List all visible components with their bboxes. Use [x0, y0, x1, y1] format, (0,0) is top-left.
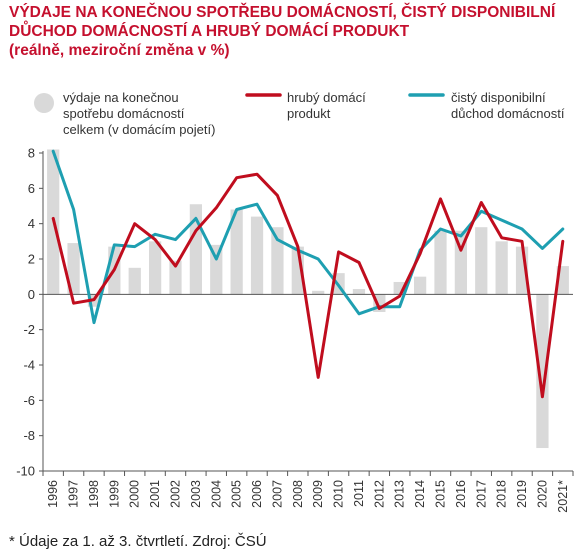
series-lines [51, 149, 565, 399]
x-tick-label: 2017 [474, 480, 488, 508]
bar-2001 [149, 241, 162, 295]
x-tick-label: 2001 [148, 480, 162, 508]
y-tick-label: 6 [28, 181, 35, 196]
y-tick-label: -10 [16, 464, 35, 479]
axes [39, 151, 574, 476]
bar-2006 [250, 216, 264, 295]
x-tick-label: 2021* [556, 480, 570, 513]
y-tick-label: -8 [23, 428, 35, 443]
bar-2004 [210, 244, 223, 295]
x-tick-label: 2002 [169, 480, 183, 508]
y-tick-label: -4 [23, 358, 35, 373]
x-tick-label: 2016 [454, 480, 468, 508]
legend-swatch-consumption [34, 93, 54, 113]
x-tick-label: 2019 [515, 480, 529, 508]
y-tick-label: 2 [28, 252, 35, 267]
chart-title-line-1: VÝDAJE NA KONEČNOU SPOTŘEBU DOMÁCNOSTÍ, … [9, 4, 556, 21]
chart-title: VÝDAJE NA KONEČNOU SPOTŘEBU DOMÁCNOSTÍ, … [9, 3, 584, 60]
bar-2020 [536, 294, 549, 449]
bar-2017 [475, 227, 488, 295]
tick-labels: -10 -8 -6 -4 -2 0 2 4 6 8 1996 1997 1998 1999 2000 2001… [16, 146, 570, 513]
y-tick-label: 4 [28, 216, 35, 231]
x-tick-label: 2012 [372, 480, 386, 508]
chart-subtitle: (reálně, meziroční změna v %) [9, 42, 230, 59]
y-tick-label: -2 [23, 322, 35, 337]
bar-2007 [271, 227, 284, 295]
legend-label-gdp: produkt [287, 106, 331, 121]
x-tick-label: 2015 [434, 480, 448, 508]
y-tick-label: 8 [28, 146, 35, 161]
bar-2009 [312, 290, 325, 295]
consumption-bars [47, 149, 569, 449]
x-tick-label: 2006 [250, 480, 264, 508]
legend-label-consumption: spotřebu domácností [63, 106, 185, 121]
x-tick-label: 2013 [393, 480, 407, 508]
x-tick-label: 1996 [46, 480, 60, 508]
bar-1997 [67, 243, 80, 295]
x-tick-label: 1998 [87, 480, 101, 508]
bar-2000 [128, 267, 141, 295]
x-tick-label: 2014 [413, 480, 427, 508]
footnote: * Údaje za 1. až 3. čtvrtletí. Zdroj: ČS… [9, 533, 267, 550]
gdp-line [51, 172, 565, 399]
x-tick-label: 2009 [311, 480, 325, 508]
y-tick-label: -6 [23, 393, 35, 408]
x-tick-label: 2007 [270, 480, 284, 508]
x-tick-label: 2000 [128, 480, 142, 508]
bar-2002 [169, 260, 182, 295]
legend-label-gdp: hrubý domácí [287, 90, 366, 105]
legend-label-income: čistý disponibilní [451, 90, 546, 105]
y-tick-label: 0 [28, 287, 35, 302]
bar-2015 [434, 230, 447, 295]
x-tick-label: 1999 [107, 480, 121, 508]
chart-title-line-2: DŮCHOD DOMÁCNOSTÍ A HRUBÝ DOMÁCÍ PRODUKT [9, 23, 410, 40]
x-tick-label: 2008 [291, 480, 305, 508]
bar-2014 [414, 276, 427, 295]
x-tick-label: 1997 [67, 480, 81, 508]
legend-label-consumption: celkem (v domácím pojetí) [63, 122, 215, 137]
legend-label-consumption: výdaje na konečnou [63, 90, 179, 105]
bar-2005 [230, 209, 243, 295]
x-tick-label: 2011 [352, 480, 366, 507]
x-tick-label: 2018 [495, 480, 509, 508]
bar-2018 [495, 241, 508, 295]
x-tick-label: 2010 [332, 480, 346, 508]
bar-2011 [352, 289, 366, 295]
income-line [51, 149, 565, 325]
x-tick-label: 2004 [209, 480, 223, 508]
x-tick-label: 2020 [535, 480, 549, 508]
legend-label-income: důchod domácností [451, 106, 565, 121]
x-tick-label: 2005 [230, 480, 244, 508]
x-tick-label: 2003 [189, 480, 203, 508]
